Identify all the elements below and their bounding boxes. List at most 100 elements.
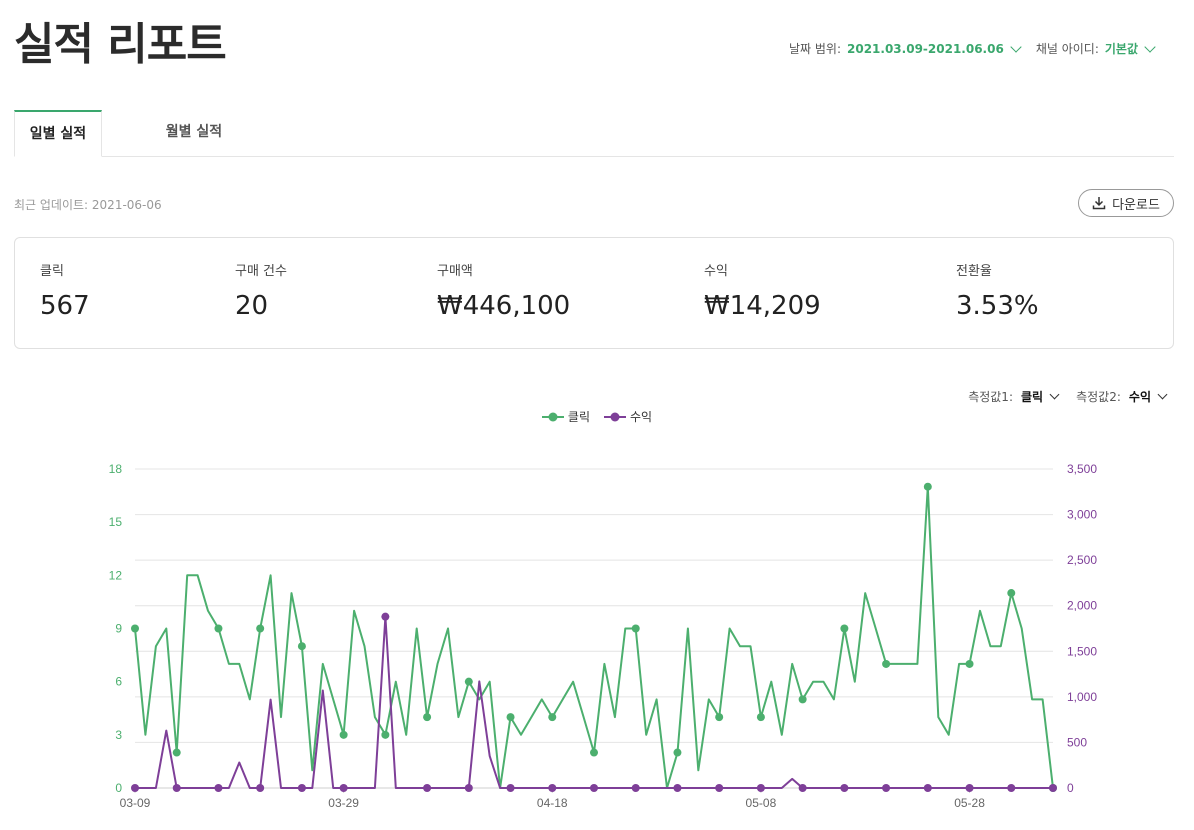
y-left-tick-label: 3: [115, 728, 122, 742]
data-point-clicks: [172, 748, 181, 757]
data-point-clicks: [965, 659, 974, 668]
data-point-revenue: [631, 784, 640, 792]
y-left-tick-label: 0: [115, 781, 122, 795]
chevron-down-icon: [1049, 389, 1060, 400]
chevron-down-icon: [1010, 40, 1022, 53]
data-point-clicks: [548, 713, 557, 722]
data-point-clicks: [756, 713, 765, 722]
data-point-clicks: [297, 642, 306, 651]
date-range-value: 2021.03.09-2021.06.06: [847, 41, 1004, 56]
data-point-clicks: [214, 624, 223, 633]
metric-value: 20: [235, 291, 269, 321]
data-point-revenue: [798, 784, 807, 792]
series-line-revenue: [135, 615, 1053, 789]
filters: 날짜 범위: 2021.03.09-2021.06.06 채널 아이디: 기본값: [788, 40, 1156, 57]
data-point-revenue: [464, 784, 473, 792]
data-point-clicks: [506, 713, 515, 722]
chart-legend: 클릭 수익: [0, 408, 1194, 425]
x-tick-label: 03-09: [120, 796, 151, 810]
y-right-tick-label: 2,000: [1067, 599, 1097, 613]
measure2-select[interactable]: 측정값2: 수익: [1076, 388, 1168, 405]
metric-revenue: 수익 ₩14,209: [704, 260, 821, 321]
data-point-revenue: [381, 612, 390, 621]
x-tick-label: 04-18: [537, 796, 568, 810]
data-point-revenue: [965, 784, 974, 792]
data-point-clicks: [923, 482, 932, 491]
tab-bar: 일별 실적 월별 실적: [14, 110, 1174, 157]
data-point-revenue: [297, 784, 306, 792]
y-left-tick-label: 18: [109, 462, 123, 476]
metric-clicks: 클릭 567: [40, 260, 90, 321]
series-points-clicks: [131, 482, 1057, 792]
data-point-revenue: [715, 784, 724, 792]
y-right-tick-label: 1,500: [1067, 644, 1097, 658]
metric-label: 수익: [704, 264, 728, 279]
performance-chart: 0 500 1,000 1,500 2,000 2,500 3,000 3,500 0 3 6 9 12…: [109, 462, 1098, 810]
data-point-revenue: [923, 784, 932, 792]
channel-label: 채널 아이디:: [1035, 42, 1099, 56]
data-point-revenue: [339, 784, 348, 792]
data-point-clicks: [631, 624, 640, 633]
legend-item-clicks[interactable]: 클릭: [541, 408, 590, 425]
download-button[interactable]: 다운로드: [1078, 189, 1174, 217]
download-icon: [1092, 197, 1106, 210]
data-point-revenue: [1007, 784, 1016, 792]
data-point-revenue: [131, 784, 139, 792]
data-point-clicks: [1007, 589, 1016, 598]
series-points-revenue: [131, 612, 1057, 792]
data-point-clicks: [840, 624, 849, 633]
data-point-clicks: [131, 624, 139, 633]
metric-label: 구매액: [437, 264, 473, 279]
date-range-filter[interactable]: 날짜 범위: 2021.03.09-2021.06.06: [788, 40, 1022, 57]
data-point-revenue: [423, 784, 432, 792]
channel-filter[interactable]: 채널 아이디: 기본값: [1035, 40, 1156, 57]
chevron-down-icon: [1157, 389, 1168, 400]
chevron-down-icon: [1144, 40, 1156, 53]
data-point-revenue: [172, 784, 181, 792]
data-point-clicks: [715, 713, 724, 722]
data-point-clicks: [798, 695, 807, 704]
y-left-tick-label: 6: [115, 675, 122, 689]
x-tick-label: 03-29: [328, 796, 359, 810]
metric-purchases: 구매 건수 20: [235, 260, 287, 321]
data-point-revenue: [590, 784, 598, 792]
legend-marker-clicks: [541, 412, 564, 421]
metric-value: 567: [40, 291, 90, 321]
data-point-revenue: [840, 784, 849, 792]
data-point-clicks: [423, 713, 432, 722]
y-right-tick-label: 3,500: [1067, 462, 1097, 476]
data-point-clicks: [464, 677, 473, 686]
y-right-tick-label: 1,000: [1067, 690, 1097, 704]
data-point-revenue: [1049, 784, 1057, 792]
metric-label: 구매 건수: [235, 264, 287, 279]
data-point-revenue: [256, 784, 265, 792]
data-point-revenue: [756, 784, 765, 792]
metric-purchase-amount: 구매액 ₩446,100: [437, 260, 570, 321]
last-update: 최근 업데이트: 2021-06-06: [14, 198, 162, 212]
summary-card: 클릭 567 구매 건수 20 구매액 ₩446,100 수익 ₩14,209 …: [14, 237, 1174, 349]
data-point-revenue: [506, 784, 515, 792]
y-left-tick-label: 15: [109, 515, 123, 529]
data-point-clicks: [673, 748, 682, 757]
y-right-tick-label: 0: [1067, 781, 1074, 795]
legend-label: 클릭: [567, 410, 590, 424]
data-point-clicks: [590, 748, 598, 757]
data-point-clicks: [339, 730, 348, 739]
tab-daily[interactable]: 일별 실적: [14, 110, 102, 157]
channel-value: 기본값: [1104, 42, 1138, 56]
legend-label: 수익: [630, 410, 653, 424]
measure1-label: 측정값1:: [968, 390, 1013, 404]
legend-item-revenue[interactable]: 수익: [604, 408, 652, 425]
tab-monthly[interactable]: 월별 실적: [165, 124, 223, 140]
measure-selectors: 측정값1: 클릭 측정값2: 수익: [968, 388, 1168, 405]
download-label: 다운로드: [1112, 197, 1160, 213]
data-point-revenue: [548, 784, 557, 792]
data-point-clicks: [882, 659, 891, 668]
y-left-tick-label: 12: [109, 568, 123, 582]
y-right-tick-label: 2,500: [1067, 553, 1097, 567]
data-point-revenue: [214, 784, 223, 792]
data-point-clicks: [256, 624, 265, 633]
date-range-label: 날짜 범위:: [788, 42, 841, 56]
measure1-select[interactable]: 측정값1: 클릭: [968, 388, 1060, 405]
metric-value: ₩14,209: [704, 291, 821, 321]
